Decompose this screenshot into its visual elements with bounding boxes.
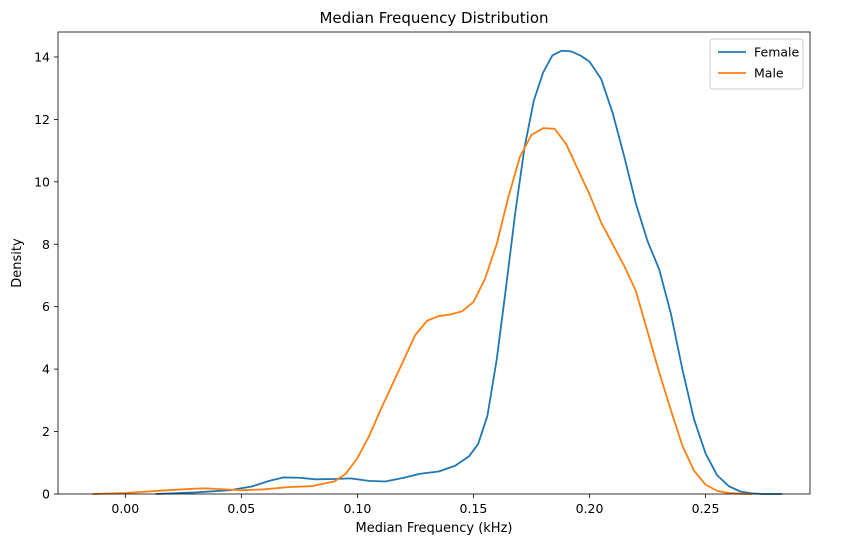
chart-title: Median Frequency Distribution	[319, 9, 548, 27]
x-tick-label: 0.15	[460, 501, 488, 516]
series-line-female	[155, 49, 783, 495]
x-axis-label: Median Frequency (kHz)	[356, 521, 513, 536]
y-tick-label: 12	[34, 112, 50, 127]
series-line-male	[92, 127, 753, 495]
y-tick-label: 2	[42, 424, 50, 439]
axes-frame	[57, 31, 811, 495]
y-axis-ticks: 0 2 4 6 8 10 12 14	[34, 49, 58, 502]
legend: Female Male	[709, 38, 804, 90]
plot-lines	[92, 49, 783, 495]
y-tick-label: 6	[42, 299, 50, 314]
y-tick-label: 4	[42, 362, 50, 377]
x-tick-label: 0.25	[692, 501, 720, 516]
x-axis-ticks: 0.00 0.05 0.10 0.15 0.20 0.25	[111, 494, 719, 516]
x-tick-label: 0.05	[227, 501, 255, 516]
y-tick-label: 8	[42, 237, 50, 252]
y-tick-label: 0	[42, 487, 50, 502]
legend-label-female: Female	[754, 45, 800, 60]
x-tick-label: 0.20	[576, 501, 604, 516]
x-tick-label: 0.00	[111, 501, 139, 516]
x-tick-label: 0.10	[343, 501, 371, 516]
legend-label-male: Male	[754, 66, 784, 81]
y-tick-label: 14	[34, 49, 50, 64]
y-axis-label: Density	[10, 238, 25, 288]
y-tick-label: 10	[34, 174, 50, 189]
